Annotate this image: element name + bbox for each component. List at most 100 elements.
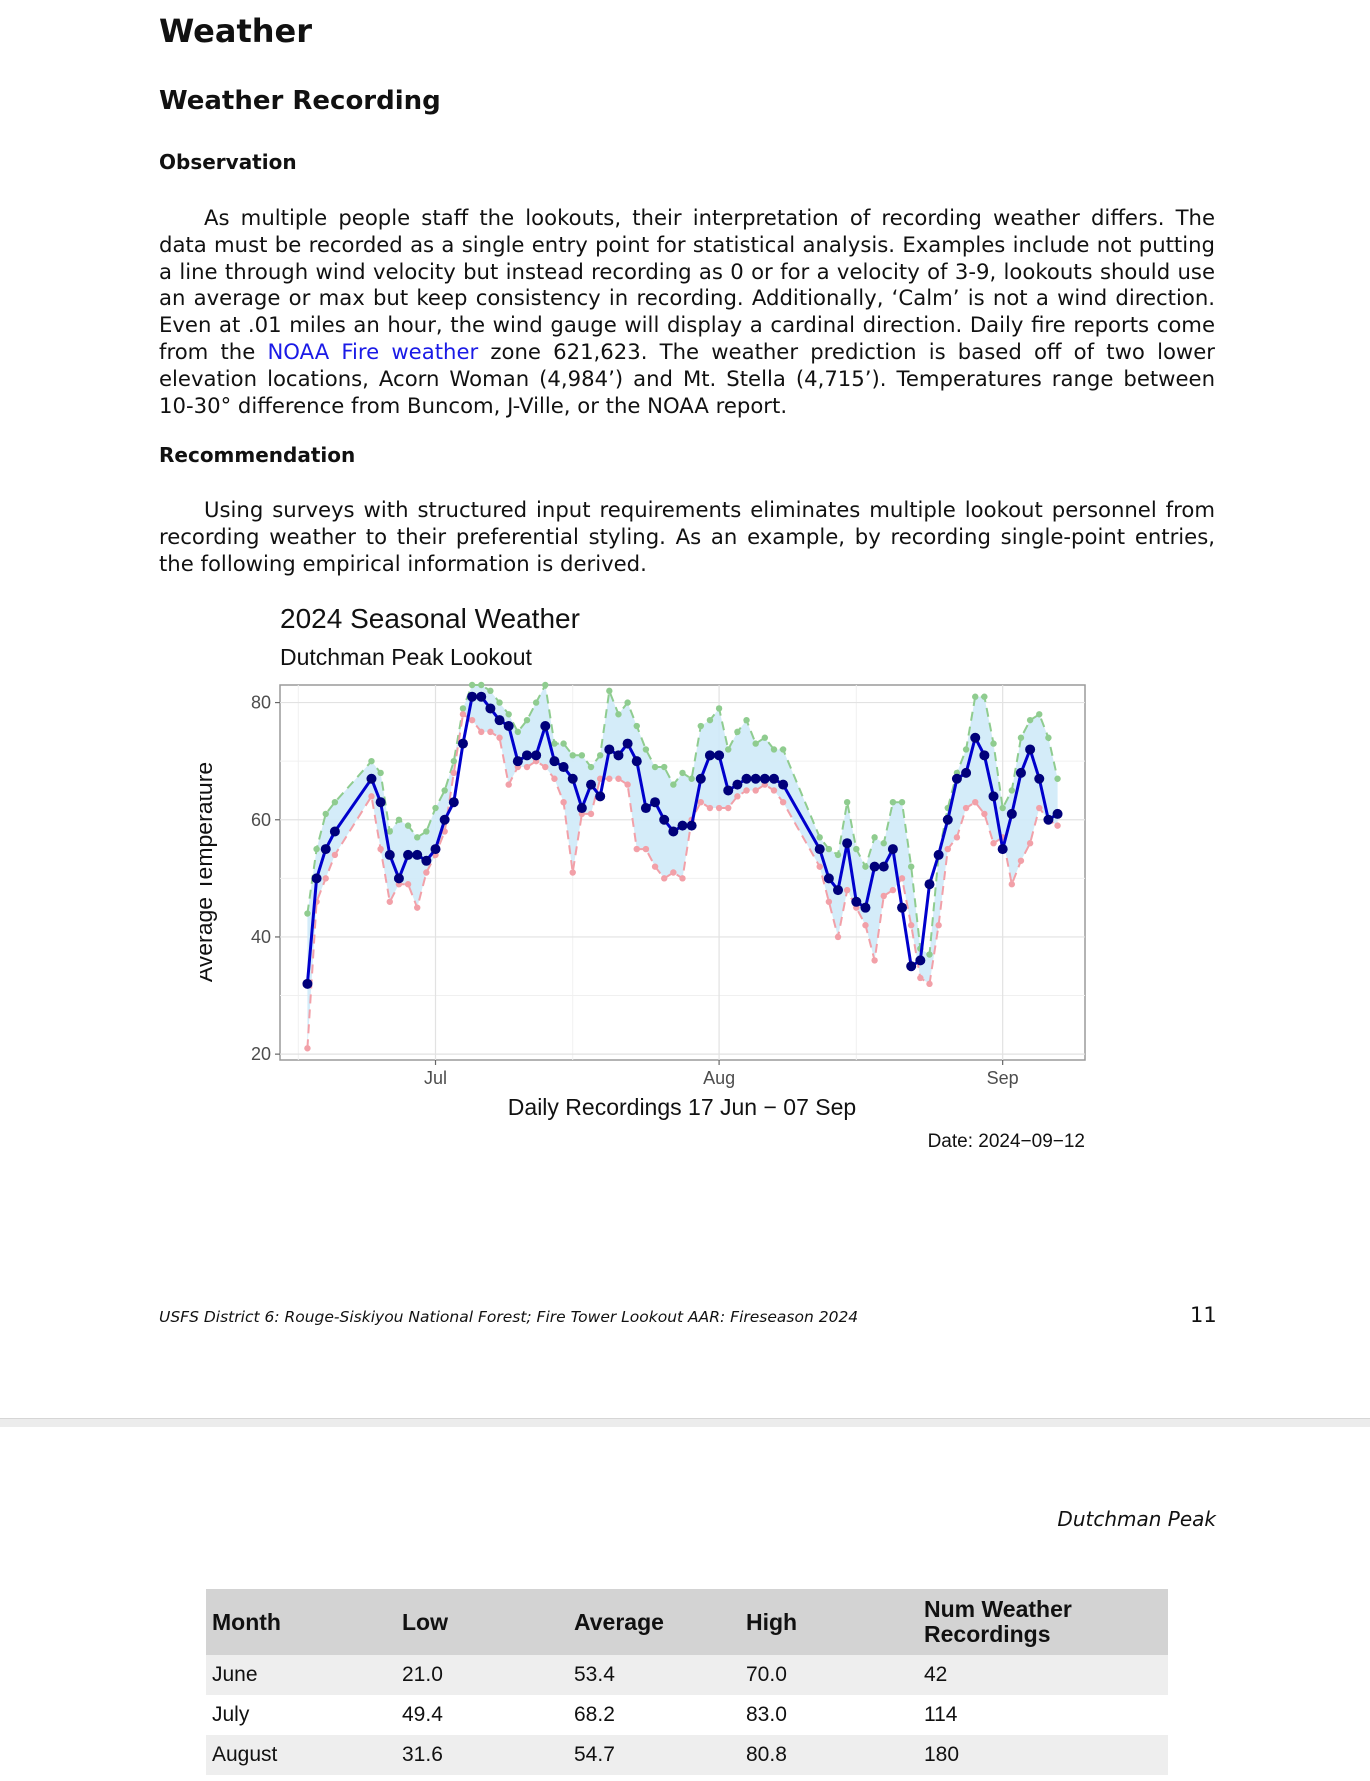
high-point <box>542 681 549 689</box>
series-lines <box>302 681 1063 1052</box>
low-point <box>944 845 951 853</box>
low-point <box>880 892 887 900</box>
average-point <box>933 849 944 860</box>
average-point <box>476 691 487 702</box>
running-header: Dutchman Peak <box>1057 1507 1216 1531</box>
average-point <box>860 902 871 913</box>
average-point <box>668 826 679 837</box>
table-cell-count: 114 <box>918 1695 1168 1735</box>
high-point <box>368 757 375 765</box>
low-point <box>587 810 595 818</box>
table-cell-low: 21.0 <box>396 1655 568 1695</box>
low-point <box>569 869 576 876</box>
high-point <box>624 699 631 706</box>
table-cell-count: 180 <box>918 1735 1168 1775</box>
low-point <box>935 922 942 929</box>
average-point <box>329 826 340 837</box>
high-point <box>615 711 622 718</box>
table-header-row: Month Low Average High Num Weather Recor… <box>206 1589 1168 1655</box>
low-point <box>770 787 778 794</box>
average-point <box>521 750 532 761</box>
average-point <box>503 721 514 732</box>
low-point <box>487 728 494 736</box>
average-point <box>403 849 414 860</box>
high-point <box>587 763 595 771</box>
average-point <box>512 756 523 767</box>
average-point <box>1015 767 1026 778</box>
average-point <box>897 902 908 913</box>
average-point <box>311 873 322 884</box>
low-point <box>725 804 732 812</box>
average-point <box>393 873 404 884</box>
column-header-month: Month <box>206 1589 396 1655</box>
high-point <box>1008 787 1016 794</box>
high-point <box>423 828 430 835</box>
high-point <box>843 798 851 806</box>
average-point <box>759 773 770 784</box>
high-point <box>880 840 887 847</box>
high-point <box>871 834 878 841</box>
column-header-high: High <box>740 1589 918 1655</box>
low-point <box>981 810 988 818</box>
high-point <box>496 699 503 706</box>
average-point <box>988 791 999 802</box>
low-point <box>1026 840 1034 847</box>
high-point <box>505 711 512 718</box>
high-point <box>770 746 778 753</box>
low-point <box>670 869 677 876</box>
noaa-fire-weather-link[interactable]: NOAA Fire weather <box>267 338 479 364</box>
high-point <box>734 728 741 736</box>
observation-text-end: zone 621,623. The weather prediction is … <box>159 338 1215 418</box>
high-point <box>990 740 997 747</box>
average-point <box>439 814 450 825</box>
chart-title: 2024 Seasonal Weather <box>280 603 580 634</box>
table-row: June 21.0 53.4 70.0 42 <box>206 1655 1168 1695</box>
seasonal-weather-chart: 2024 Seasonal Weather Dutchman Peak Look… <box>200 603 1086 1152</box>
high-point <box>853 845 860 853</box>
average-point <box>485 703 496 714</box>
average-point <box>650 797 661 808</box>
high-low-range-area <box>307 685 1058 1049</box>
low-point <box>962 804 970 812</box>
low-point <box>505 781 512 788</box>
average-point <box>750 773 761 784</box>
average-point <box>704 750 715 761</box>
high-point <box>1036 711 1043 718</box>
high-point <box>487 687 494 695</box>
page-heading: Weather <box>159 12 313 50</box>
table-cell-high: 80.8 <box>740 1735 918 1775</box>
average-point <box>558 762 569 773</box>
high-point <box>569 752 576 759</box>
high-point <box>862 863 869 870</box>
average-point <box>448 797 459 808</box>
low-point <box>459 711 467 718</box>
observation-heading: Observation <box>159 150 297 174</box>
chart-date-caption: Date: 2024−09−12 <box>928 1131 1085 1152</box>
low-point <box>478 728 485 736</box>
average-point <box>942 814 953 825</box>
average-point <box>1025 744 1036 755</box>
low-point <box>423 869 430 876</box>
average-point <box>640 803 651 814</box>
average-point <box>613 750 624 761</box>
low-point <box>615 775 622 782</box>
low-point <box>386 898 393 905</box>
average-point <box>631 756 642 767</box>
high-point <box>825 845 833 853</box>
axis-ticks: 20 40 60 80 Jul Aug Sep <box>251 693 1019 1088</box>
high-point <box>532 699 540 706</box>
table-row: July 49.4 68.2 83.0 114 <box>206 1695 1168 1735</box>
average-point <box>366 773 377 784</box>
high-point <box>468 681 476 689</box>
average-point <box>659 814 670 825</box>
low-point <box>642 845 650 853</box>
average-point <box>540 721 551 732</box>
average-point <box>714 750 725 761</box>
table-cell-month: June <box>206 1655 396 1695</box>
low-point <box>496 734 503 741</box>
low-point <box>990 840 997 847</box>
low-point <box>596 775 604 782</box>
high-point <box>377 769 384 777</box>
table-cell-count: 42 <box>918 1655 1168 1695</box>
x-axis-title: Daily Recordings 17 Jun − 07 Sep <box>508 1094 856 1120</box>
